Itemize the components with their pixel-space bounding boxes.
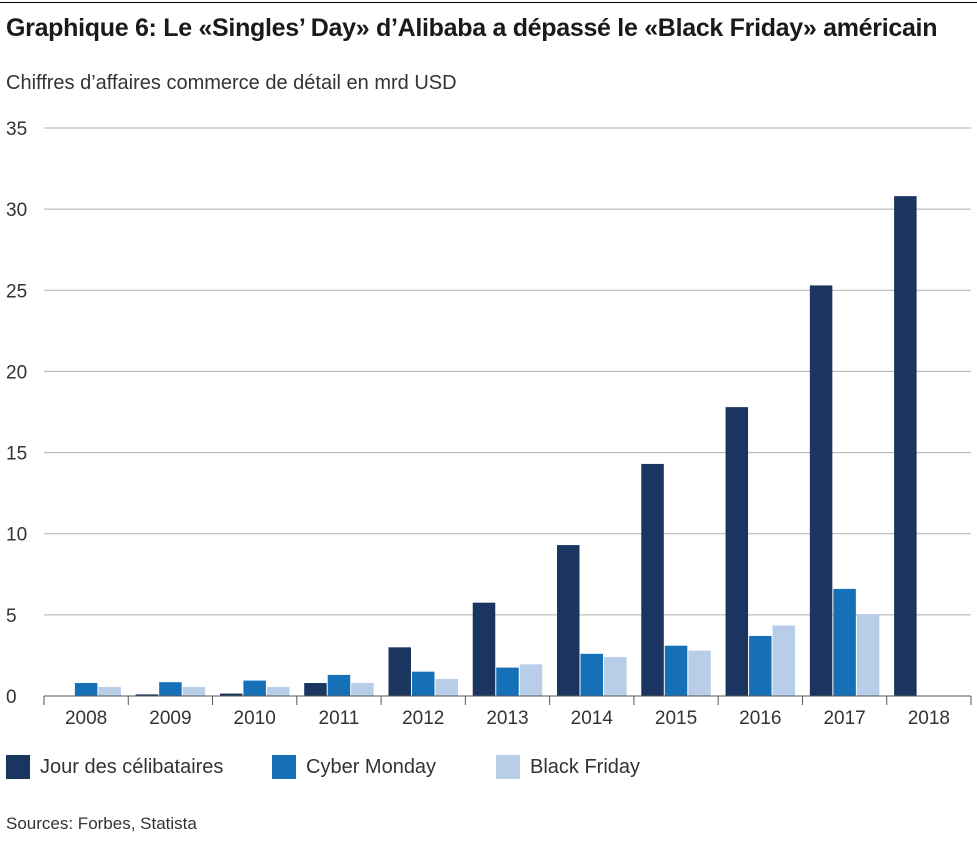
bar-black-friday [519,664,543,696]
bar-singles-day [809,285,833,696]
x-axis [43,695,972,705]
bar-black-friday [856,614,880,696]
bar-cyber-monday [159,682,182,696]
y-axis-ticks: 0 5 10 15 20 25 30 35 [6,119,27,708]
legend-label-cyber-monday: Cyber Monday [306,755,437,778]
bar-cyber-monday [496,667,519,696]
bar-black-friday [772,625,796,696]
x-tick-label: 2015 [655,708,697,729]
legend-swatch-singles-day [6,755,30,779]
legend-item-black-friday: Black Friday [496,752,640,782]
legend-label-black-friday: Black Friday [530,755,641,778]
bar-black-friday [688,650,711,696]
y-tick-label: 5 [6,606,17,627]
x-tick-label: 2016 [739,708,781,729]
legend-label-singles-day: Jour des célibataires [40,755,224,778]
top-rule [0,2,977,3]
legend-item-cyber-monday: Cyber Monday [272,752,436,782]
bar-singles-day [641,463,664,696]
y-tick-label: 15 [6,444,27,465]
bar-black-friday [182,687,206,696]
bar-black-friday [435,678,458,696]
bar-singles-day [135,694,159,696]
bar-cyber-monday [580,653,604,696]
bar-singles-day [894,196,917,696]
x-tick-label: 2014 [571,708,614,729]
y-tick-label: 10 [6,525,27,546]
chart-title: Graphique 6: Le «Singles’ Day» d’Alibaba… [6,14,938,42]
chart-subtitle: Chiffres d’affaires commerce de détail e… [6,72,457,94]
y-tick-label: 35 [6,119,27,140]
x-tick-label: 2012 [402,708,444,729]
bar-cyber-monday [664,645,688,696]
bar-singles-day [557,545,580,696]
y-tick-label: 20 [6,362,27,383]
bar-black-friday [604,657,627,696]
x-tick-label: 2013 [486,708,528,729]
bar-cyber-monday [74,683,98,696]
bar-cyber-monday [749,635,772,696]
bar-cyber-monday [411,671,435,696]
y-tick-label: 0 [6,687,17,708]
bar-cyber-monday [833,588,856,696]
bar-singles-day [304,683,327,696]
legend: Jour des célibataires Cyber Monday Black… [0,752,977,782]
bar-singles-day [388,647,411,696]
legend-item-singles-day: Jour des célibataires [6,752,223,782]
x-axis-ticks: 2008 2009 2010 2011 2012 2013 2014 2015 2016 2017… [65,708,950,729]
y-tick-label: 30 [6,200,27,221]
legend-swatch-cyber-monday [272,755,296,779]
bar-singles-day [725,407,749,696]
bar-cyber-monday [327,674,351,696]
y-tick-label: 25 [6,281,27,302]
bar-cyber-monday [243,680,266,696]
x-tick-label: 2017 [823,708,865,729]
x-tick-label: 2008 [65,708,107,729]
bar-black-friday [266,687,290,696]
source-note: Sources: Forbes, Statista [6,814,197,833]
bar-singles-day [219,693,243,696]
x-tick-label: 2009 [149,708,191,729]
x-tick-label: 2011 [319,708,360,729]
legend-swatch-black-friday [496,755,520,779]
bar-singles-day [472,602,496,696]
bar-black-friday [98,687,121,696]
x-tick-label: 2018 [908,708,950,729]
x-tick-label: 2010 [234,708,276,729]
bar-black-friday [351,683,374,696]
bars [74,196,917,696]
